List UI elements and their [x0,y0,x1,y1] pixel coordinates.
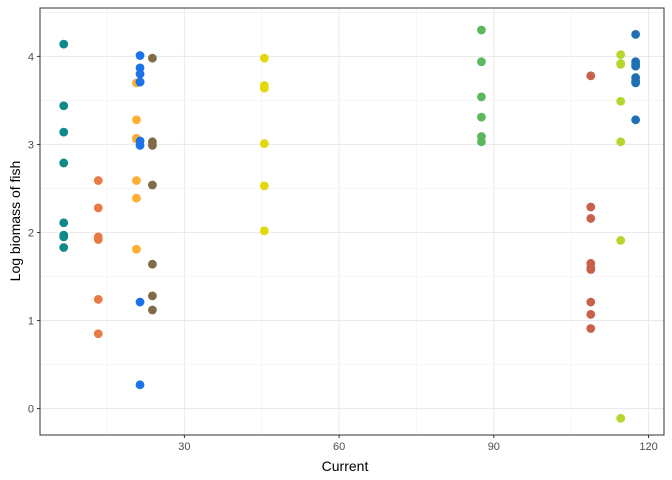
data-point [631,76,641,86]
data-point [259,181,269,191]
data-point [586,214,596,223]
data-point [59,101,69,111]
data-point [616,96,626,106]
data-point [259,226,269,236]
data-point [477,57,486,67]
data-point [586,71,596,81]
data-point [148,259,157,269]
data-point [477,137,486,147]
data-point [93,295,103,304]
data-point [148,180,157,190]
x-tick-label: 60 [333,441,345,453]
y-tick-label: 0 [28,404,34,416]
data-point [586,309,596,319]
data-point [59,243,69,252]
data-point [631,59,641,69]
data-point [135,380,145,390]
y-tick-label: 4 [28,51,34,63]
data-point [259,139,269,148]
data-point [616,413,626,423]
x-axis-title: Current [322,458,369,474]
data-point [135,140,145,150]
data-point [148,305,157,315]
data-point [93,235,103,244]
data-point [148,140,157,150]
x-tick-label: 90 [488,441,500,453]
panel-border [39,7,665,436]
data-point [135,69,145,79]
data-point [616,59,626,69]
x-tick-label: 30 [178,441,190,453]
data-point [59,232,69,242]
x-tick-label: 120 [639,441,657,453]
data-point [59,158,69,168]
data-point [616,50,626,60]
axis-ticks: 30 60 90 120 0 1 2 3 4 [28,51,658,453]
data-point [135,297,145,307]
data-point [586,202,596,212]
data-point [132,176,141,185]
data-point [93,329,103,339]
y-tick-label: 2 [28,228,34,240]
y-axis-title: Log biomass of fish [7,161,23,282]
data-points [59,25,641,423]
data-point [148,53,157,63]
data-point [586,297,596,307]
data-point [59,39,69,49]
data-point [631,115,641,125]
data-point [59,127,69,137]
data-point [477,112,486,122]
data-point [586,324,596,333]
data-point [135,51,145,60]
data-point [135,77,145,87]
data-point [477,25,486,35]
data-point [259,53,269,63]
data-point [477,92,486,102]
data-point [135,63,145,73]
y-tick-label: 3 [28,139,34,151]
data-point [132,115,141,125]
data-point [59,218,69,228]
y-tick-label: 1 [28,316,34,328]
data-point [616,236,626,245]
data-point [93,203,103,213]
data-point [259,83,269,93]
data-point [93,176,103,185]
data-point [132,244,141,254]
data-point [132,193,141,203]
data-point [586,265,596,274]
data-point [148,291,157,301]
data-point [631,30,641,39]
grid [40,8,664,435]
data-point [616,137,626,147]
